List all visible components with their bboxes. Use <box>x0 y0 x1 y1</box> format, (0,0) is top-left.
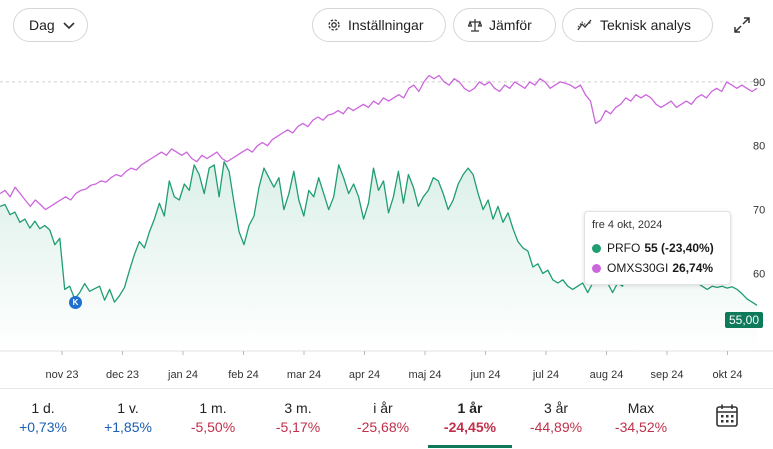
gear-icon <box>327 18 341 32</box>
period-tab-7[interactable]: Max -34,52% <box>599 389 683 449</box>
period-tab-label: i år <box>373 400 393 416</box>
y-tick-label: 80 <box>753 141 765 153</box>
period-tab-0[interactable]: 1 d. +0,73% <box>1 389 85 449</box>
x-tick-label: dec 23 <box>106 369 139 381</box>
settings-button[interactable]: Inställningar <box>312 8 446 42</box>
period-tab-label: 1 v. <box>117 400 139 416</box>
period-tab-5[interactable]: 1 år -24,45% <box>428 389 512 449</box>
period-tab-change: +0,73% <box>19 419 67 435</box>
tooltip-date: fre 4 okt, 2024 <box>592 219 663 231</box>
x-tick-label: jul 24 <box>532 369 559 381</box>
compare-button-label: Jämför <box>489 17 532 33</box>
trend-icon <box>577 18 593 32</box>
price-chart[interactable]: 90 80 70 60 nov 23 dec 23 jan 24 feb 24 mar 24 ap… <box>0 50 773 390</box>
tooltip-series-value: 26,74% <box>672 261 714 275</box>
tooltip-series-name: OMXS30GI <box>607 261 669 275</box>
period-tab-change: -5,17% <box>275 419 321 435</box>
period-tab-label: 1 d. <box>31 400 55 416</box>
period-tab-change: -44,89% <box>529 419 583 435</box>
series-line-omxs30gi <box>0 74 758 211</box>
x-tick-label: maj 24 <box>408 369 441 381</box>
expand-icon[interactable] <box>731 14 753 36</box>
tooltip-series-value: 55 (-23,40%) <box>644 241 714 255</box>
period-tab-1[interactable]: 1 v. +1,85% <box>86 389 170 449</box>
scale-icon <box>468 18 482 32</box>
y-tick-label: 90 <box>753 77 765 89</box>
chevron-down-icon <box>62 18 76 32</box>
period-tab-label: 1 år <box>457 400 483 416</box>
period-tab-label: 3 år <box>543 400 569 416</box>
period-tab-6[interactable]: 3 år -44,89% <box>514 389 598 449</box>
period-tab-change: -24,45% <box>443 419 497 435</box>
period-dropdown[interactable]: Dag <box>13 8 88 42</box>
tooltip-row-omx: OMXS30GI 26,74% <box>592 258 730 278</box>
prfo-area-fill <box>0 161 757 350</box>
event-marker[interactable]: K <box>69 296 82 309</box>
period-tab-label: 1 m. <box>199 400 227 416</box>
omx-dot-icon <box>592 263 601 273</box>
x-tick-label: apr 24 <box>349 369 380 381</box>
x-tick-label: sep 24 <box>650 369 683 381</box>
technical-analysis-label: Teknisk analys <box>600 17 692 33</box>
period-selector: 1 d. +0,73% 1 v. +1,85% 1 m. -5,50% 3 m. -5,17%… <box>0 388 773 449</box>
period-tab-label: Max <box>627 400 655 416</box>
x-tick-label: jan 24 <box>167 369 198 381</box>
period-tab-4[interactable]: i år -25,68% <box>341 389 425 449</box>
last-price-badge: 55,00 <box>725 312 764 328</box>
x-tick-label: feb 24 <box>228 369 259 381</box>
period-tab-2[interactable]: 1 m. -5,50% <box>171 389 255 449</box>
prfo-dot-icon <box>592 243 601 253</box>
x-tick-label: okt 24 <box>713 369 743 381</box>
x-tick-label: mar 24 <box>287 369 321 381</box>
calendar-icon[interactable] <box>715 403 739 429</box>
y-tick-label: 70 <box>753 205 765 217</box>
period-tab-change: -25,68% <box>356 419 410 435</box>
period-tab-change: -34,52% <box>614 419 668 435</box>
period-tab-change: -5,50% <box>190 419 236 435</box>
x-tick-label: jun 24 <box>470 369 501 381</box>
technical-analysis-button[interactable]: Teknisk analys <box>562 8 713 42</box>
x-tick-label: nov 23 <box>45 369 78 381</box>
settings-button-label: Inställningar <box>348 17 424 33</box>
compare-button[interactable]: Jämför <box>453 8 556 42</box>
y-tick-label: 60 <box>753 268 765 280</box>
x-tick-label: aug 24 <box>590 369 624 381</box>
period-tab-3[interactable]: 3 m. -5,17% <box>256 389 340 449</box>
period-tab-change: +1,85% <box>104 419 152 435</box>
period-dropdown-label: Dag <box>29 17 55 33</box>
tooltip-row-prfo: PRFO 55 (-23,40%) <box>592 238 730 258</box>
chart-tooltip: fre 4 okt, 2024 PRFO 55 (-23,40%) OMXS30… <box>584 211 731 285</box>
price-chart-svg: 90 80 70 60 nov 23 dec 23 jan 24 feb 24 mar 24 ap… <box>0 74 773 381</box>
period-tab-label: 3 m. <box>284 400 312 416</box>
tooltip-series-name: PRFO <box>607 241 641 255</box>
